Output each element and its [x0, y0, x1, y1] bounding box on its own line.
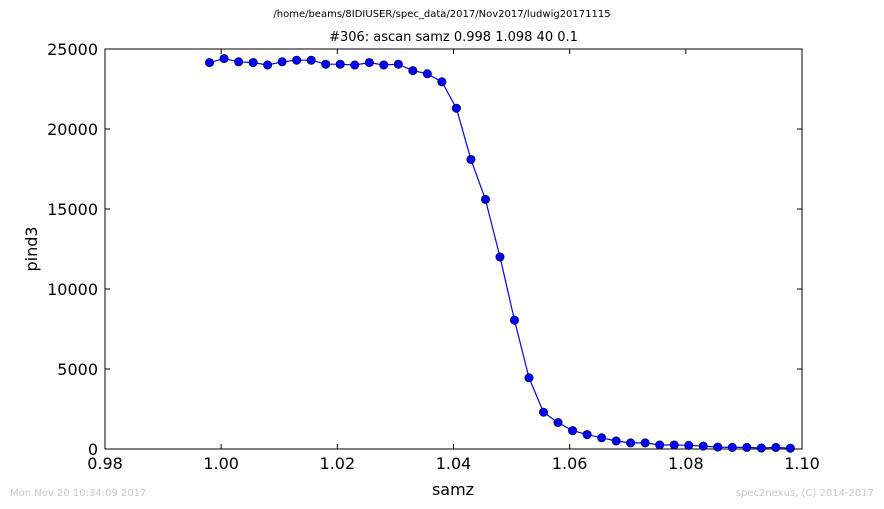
plot-area [104, 48, 803, 450]
data-point [263, 60, 273, 70]
data-point [524, 373, 534, 383]
data-point [713, 442, 723, 452]
data-point [248, 58, 258, 68]
data-point [277, 57, 287, 67]
data-point [509, 315, 519, 325]
file-path-suptitle: /home/beams/8IDIUSER/spec_data/2017/Nov2… [273, 9, 611, 20]
data-point [466, 154, 476, 164]
plot-frame [104, 48, 803, 450]
data-point [364, 58, 374, 68]
x-axis: 0.98 1.00 1.02 1.04 1.06 1.08 1.10 [87, 49, 820, 473]
data-point [582, 430, 592, 440]
data-point [480, 194, 490, 204]
data-point [234, 57, 244, 67]
x-tick-label: 1.08 [668, 454, 704, 473]
footer-credit: spec2nexus, (C) 2014-2017 [735, 488, 874, 499]
data-point [553, 418, 563, 428]
x-tick-label: 1.00 [203, 454, 239, 473]
x-tick-label: 0.98 [87, 454, 123, 473]
data-point [321, 59, 331, 69]
data-point [292, 55, 302, 65]
y-axis-label: pind3 [22, 226, 41, 271]
data-point [379, 60, 389, 70]
data-point [335, 59, 345, 69]
data-point [408, 66, 418, 76]
data-point [205, 58, 215, 68]
y-tick-label: 20000 [47, 120, 98, 139]
data-point [597, 433, 607, 443]
data-point [306, 55, 316, 65]
data-point [756, 443, 766, 453]
data-point [771, 442, 781, 452]
data-point [785, 443, 795, 453]
data-point [451, 103, 461, 113]
data-point [626, 438, 636, 448]
data-point [495, 252, 505, 262]
y-tick-label: 25000 [47, 40, 98, 59]
data-point [698, 441, 708, 451]
data-point [611, 436, 621, 446]
y-axis: 0 5000 10000 15000 20000 25000 [47, 40, 802, 459]
y-tick-label: 15000 [47, 200, 98, 219]
data-point [422, 69, 432, 79]
series-layer [205, 54, 795, 453]
data-point [669, 440, 679, 450]
data-point [437, 77, 447, 87]
data-point [684, 440, 694, 450]
data-point [393, 59, 403, 69]
data-point [219, 54, 229, 64]
y-tick-label: 0 [88, 440, 98, 459]
x-tick-label: 1.10 [784, 454, 820, 473]
data-point [568, 426, 578, 436]
x-tick-label: 1.06 [552, 454, 588, 473]
footer-timestamp: Mon Nov 20 10:34:09 2017 [10, 488, 147, 499]
chart-title: #306: ascan samz 0.998 1.098 40 0.1 [329, 30, 578, 45]
y-tick-label: 5000 [57, 360, 98, 379]
x-tick-label: 1.04 [436, 454, 472, 473]
data-point [350, 60, 360, 70]
x-tick-label: 1.02 [320, 454, 356, 473]
data-point [742, 442, 752, 452]
y-tick-label: 10000 [47, 280, 98, 299]
data-point [640, 438, 650, 448]
data-point [727, 442, 737, 452]
data-point [655, 440, 665, 450]
x-axis-label: samz [432, 480, 474, 499]
data-point [539, 407, 549, 417]
